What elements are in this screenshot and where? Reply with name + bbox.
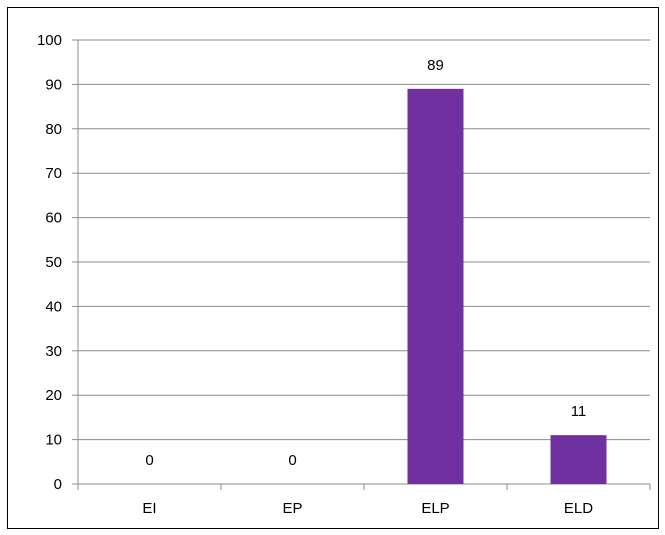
gridlines [78,39,650,441]
y-tick-label: 80 [45,121,62,138]
labels: 0 10 20 30 40 50 60 70 80 90 100 0 EI 0 EP 89 ELP 11 ELD [37,32,593,517]
bar-eld [550,435,607,484]
y-tick-label: 90 [45,76,62,93]
data-label-ep: 0 [288,452,296,469]
x-category-label: EP [282,500,302,517]
data-label-ei: 0 [145,452,153,469]
x-category-label: EI [142,500,156,517]
bar-elp [407,88,464,484]
y-tick-label: 0 [54,476,62,493]
x-category-label: ELP [421,500,449,517]
y-tick-label: 20 [45,387,62,404]
data-label-eld: 11 [571,403,587,420]
y-tick-label: 60 [45,210,62,227]
y-tick-label: 30 [45,343,62,360]
data-label-elp: 89 [427,57,444,74]
y-tick-label: 40 [45,298,62,315]
y-tick-label: 70 [45,165,62,182]
axes [72,39,651,490]
x-category-label: ELD [564,500,593,517]
chart-frame [7,7,659,529]
y-tick-label: 50 [45,254,62,271]
bars [407,88,607,484]
y-tick-label: 100 [37,32,62,49]
y-tick-label: 10 [45,432,62,449]
